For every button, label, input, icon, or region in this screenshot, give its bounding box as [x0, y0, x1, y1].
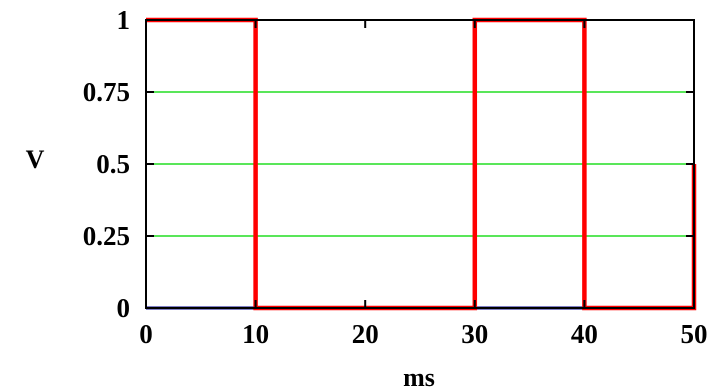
x-axis-label: ms — [403, 363, 435, 392]
x-tick-label: 0 — [139, 319, 153, 349]
y-tick-label: 0.5 — [96, 149, 130, 179]
x-tick-label: 20 — [352, 319, 379, 349]
y-tick-label: 0 — [117, 293, 131, 323]
x-tick-label: 10 — [242, 319, 269, 349]
y-tick-label: 0.25 — [83, 221, 130, 251]
y-axis-label: V — [26, 145, 45, 174]
x-tick-label: 50 — [681, 319, 708, 349]
x-tick-label: 30 — [461, 319, 488, 349]
y-tick-label: 0.75 — [83, 77, 130, 107]
x-tick-labels: 0 10 20 30 40 50 — [139, 319, 707, 349]
grid-lines — [146, 92, 694, 236]
y-tick-labels: 0 0.25 0.5 0.75 1 — [83, 5, 130, 323]
x-tick-label: 40 — [571, 319, 598, 349]
y-tick-label: 1 — [117, 5, 131, 35]
